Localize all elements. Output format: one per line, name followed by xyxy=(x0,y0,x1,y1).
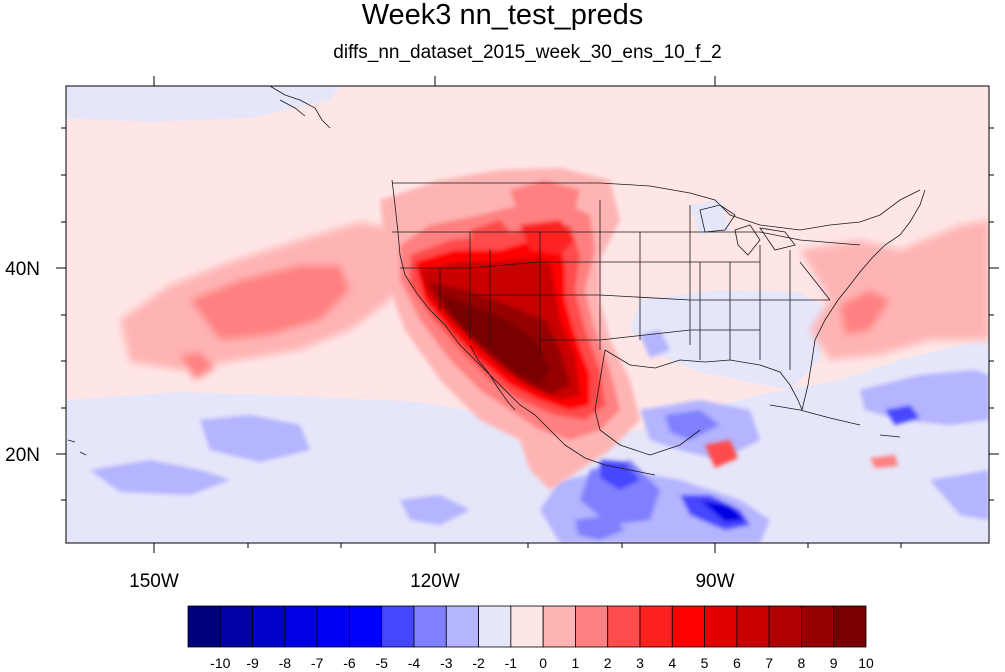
colorbar-swatch xyxy=(607,605,641,648)
colorbar-swatch xyxy=(801,605,835,648)
colorbar-swatch xyxy=(542,605,576,648)
colorbar-swatch xyxy=(316,605,350,648)
colorbar-label: -8 xyxy=(279,655,292,671)
negative-anomaly-patches xyxy=(90,330,989,543)
colorbar-label: -10 xyxy=(210,655,230,671)
colorbar-label: 3 xyxy=(636,655,644,671)
plot-subtitle: diffs_nn_dataset_2015_week_30_ens_10_f_2 xyxy=(333,42,722,63)
colorbar-swatch xyxy=(510,605,544,648)
colorbar-label: -7 xyxy=(311,655,324,671)
colorbar-swatch xyxy=(478,605,512,648)
colorbar-label: 6 xyxy=(733,655,741,671)
southwest-heat-anomaly xyxy=(380,168,640,490)
lon-label-150w: 150W xyxy=(129,571,179,592)
colorbar-swatch xyxy=(704,605,738,648)
colorbar-label: 5 xyxy=(701,655,709,671)
lon-label-120w: 120W xyxy=(410,571,460,592)
axis-ticks xyxy=(56,76,999,553)
colorbar-swatch xyxy=(284,605,318,648)
colorbar-label: -9 xyxy=(246,655,259,671)
colorbar-swatch xyxy=(833,605,867,648)
colorbar-label: 2 xyxy=(604,655,612,671)
colorbar-swatch xyxy=(445,605,479,648)
lat-label-40n: 40N xyxy=(5,259,40,280)
lon-label-90w: 90W xyxy=(695,571,734,592)
plot-title: Week3 nn_test_preds xyxy=(361,0,644,31)
colorbar-label: 9 xyxy=(830,655,838,671)
colorbar-swatch xyxy=(639,605,673,648)
colorbar-swatch xyxy=(252,605,286,648)
colorbar-swatch xyxy=(219,605,253,648)
colorbar-label: -2 xyxy=(472,655,485,671)
coastlines-borders xyxy=(67,86,926,476)
colorbar-swatch xyxy=(575,605,609,648)
colorbar-label: 0 xyxy=(539,655,547,671)
colorbar-label: 4 xyxy=(668,655,676,671)
colorbar-swatch xyxy=(768,605,802,648)
colorbar-label: -1 xyxy=(505,655,518,671)
colorbar-label: 8 xyxy=(798,655,806,671)
colorbar-swatch xyxy=(187,605,221,648)
colorbar-label: -3 xyxy=(440,655,453,671)
colorbar-swatch xyxy=(736,605,770,648)
anomaly-field xyxy=(66,86,989,543)
colorbar: -10 -9 -8 -7 -6 -5 -4 -3 -2 -1 0 1 2 3 4 5 6 7 8 9 10 xyxy=(187,605,874,671)
colorbar-label: -4 xyxy=(408,655,421,671)
colorbar-swatch xyxy=(413,605,447,648)
lat-label-20n: 20N xyxy=(5,445,40,466)
colorbar-label: -5 xyxy=(375,655,388,671)
colorbar-label: 7 xyxy=(765,655,773,671)
colorbar-label: 1 xyxy=(572,655,580,671)
colorbar-label: -6 xyxy=(343,655,356,671)
colorbar-swatch xyxy=(381,605,415,648)
colorbar-label: 10 xyxy=(858,655,874,671)
colorbar-swatch xyxy=(671,605,705,648)
pacific-positive-anomaly xyxy=(120,222,410,380)
colorbar-swatch xyxy=(349,605,383,648)
